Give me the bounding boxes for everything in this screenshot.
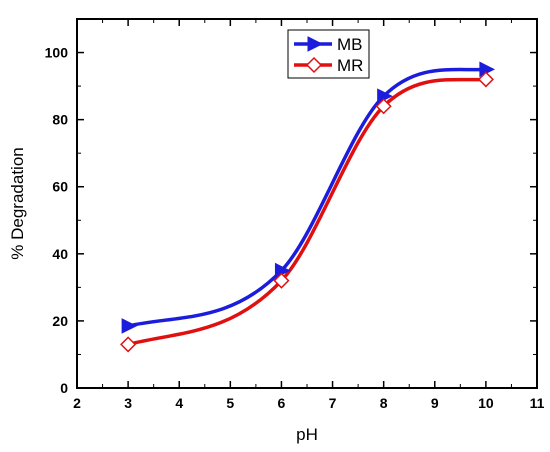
series-mr-point bbox=[375, 98, 392, 115]
x-axis-title: pH bbox=[296, 425, 318, 444]
legend-box bbox=[287, 29, 370, 79]
x-tick-label: 7 bbox=[329, 395, 337, 411]
y-tick-label: 100 bbox=[45, 45, 69, 61]
x-tick-label: 8 bbox=[380, 395, 388, 411]
series-mr-point bbox=[120, 336, 137, 353]
x-tick-label: 4 bbox=[175, 395, 183, 411]
x-tick-label: 5 bbox=[226, 395, 234, 411]
y-tick-label: 0 bbox=[60, 380, 68, 396]
x-tick-label: 11 bbox=[530, 395, 545, 411]
curves-layer bbox=[127, 67, 486, 347]
markers-layer bbox=[120, 61, 496, 353]
ticks-layer: 2 3 4 5 6 7 8 9 10 11 0 20 40 60 80 100 bbox=[45, 19, 545, 411]
series-mb-point bbox=[121, 318, 138, 334]
series-mr-point bbox=[273, 272, 290, 289]
x-tick-label: 2 bbox=[73, 395, 81, 411]
y-tick-label: 60 bbox=[52, 179, 68, 195]
series-mr-point bbox=[477, 71, 494, 88]
legend-mr-marker bbox=[305, 56, 323, 74]
x-tick-label: 9 bbox=[431, 395, 439, 411]
legend-mb-label: MB bbox=[337, 35, 363, 54]
legend: MB MR bbox=[287, 29, 370, 79]
series-mb-line bbox=[127, 67, 486, 328]
x-tick-label: 3 bbox=[124, 395, 132, 411]
y-axis-title: % Degradation bbox=[8, 147, 27, 259]
y-tick-label: 80 bbox=[52, 112, 68, 128]
x-tick-label: 10 bbox=[478, 395, 494, 411]
legend-mb-marker bbox=[307, 36, 324, 52]
series-mr-line bbox=[127, 77, 486, 347]
legend-items: MB MR bbox=[294, 35, 363, 75]
legend-mr-label: MR bbox=[337, 56, 363, 75]
y-tick-label: 20 bbox=[52, 313, 68, 329]
x-tick-label: 6 bbox=[278, 395, 286, 411]
y-tick-label: 40 bbox=[52, 246, 68, 262]
